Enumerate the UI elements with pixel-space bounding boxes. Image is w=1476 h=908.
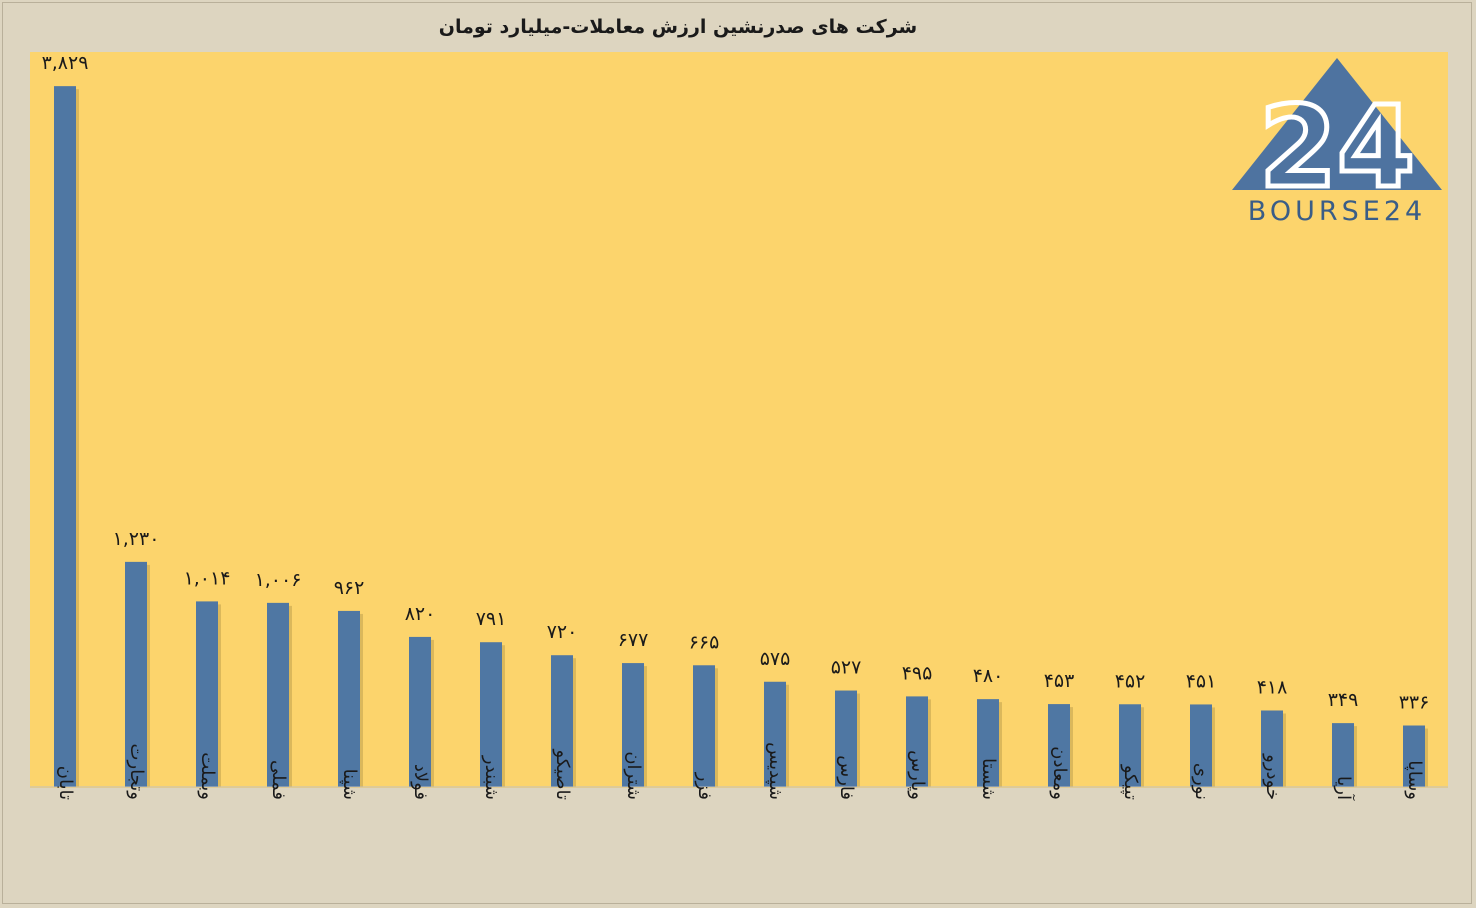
bar-14 bbox=[977, 699, 999, 787]
x-tick-label-12: فارس bbox=[836, 755, 857, 800]
chart-title: شرکت های صدرنشین ارزش معاملات-میلیارد تو… bbox=[438, 16, 918, 38]
data-label-5: ۹۶۲ bbox=[334, 577, 365, 599]
data-label-11: ۵۷۵ bbox=[760, 648, 791, 670]
x-tick-label-10: فزر bbox=[694, 772, 715, 800]
bar-10 bbox=[693, 665, 715, 787]
x-tick-label-4: فملی bbox=[268, 760, 289, 800]
data-label-17: ۴۵۱ bbox=[1186, 670, 1217, 692]
x-tick-label-2: وتجارت bbox=[126, 744, 147, 800]
bar-4 bbox=[267, 602, 289, 787]
x-tick-label-7: شبندر bbox=[481, 755, 502, 800]
x-tick-label-18: خودرو bbox=[1262, 753, 1283, 800]
data-label-15: ۴۵۳ bbox=[1044, 670, 1075, 692]
x-tick-label-16: تپیکو bbox=[1120, 764, 1141, 800]
data-label-10: ۶۶۵ bbox=[689, 631, 720, 653]
logo-text: BOURSE24 bbox=[1247, 196, 1427, 227]
x-tick-label-17: نوری bbox=[1191, 763, 1212, 800]
x-tick-label-20: وساپا bbox=[1404, 760, 1425, 800]
x-tick-label-3: وبملت bbox=[197, 752, 218, 800]
bar-6 bbox=[409, 636, 431, 787]
bar-16 bbox=[1119, 704, 1141, 787]
bar-13 bbox=[906, 696, 928, 787]
bar-7 bbox=[480, 642, 502, 787]
x-tick-label-19: آریا bbox=[1333, 776, 1356, 801]
bar-19 bbox=[1332, 723, 1354, 787]
data-label-20: ۳۳۶ bbox=[1399, 691, 1430, 713]
data-label-3: ۱,۰۱۴ bbox=[184, 567, 231, 589]
data-label-16: ۴۵۲ bbox=[1115, 670, 1146, 692]
bar-18 bbox=[1261, 710, 1283, 787]
data-label-14: ۴۸۰ bbox=[973, 665, 1004, 687]
x-tick-label-15: ومعادن bbox=[1049, 746, 1070, 800]
data-label-1: ۳,۸۲۹ bbox=[42, 52, 89, 74]
x-tick-label-8: تاصیکو bbox=[552, 749, 573, 800]
bar-2 bbox=[125, 561, 147, 787]
x-tick-label-14: شستا bbox=[978, 758, 999, 800]
data-label-2: ۱,۲۳۰ bbox=[113, 528, 160, 550]
data-label-9: ۶۷۷ bbox=[618, 629, 649, 651]
bar-17 bbox=[1190, 704, 1212, 787]
bar-12 bbox=[835, 690, 857, 787]
x-tick-label-11: شپدیس bbox=[765, 742, 786, 800]
data-label-7: ۷۹۱ bbox=[476, 608, 507, 630]
data-label-19: ۳۴۹ bbox=[1328, 689, 1359, 711]
bar-3 bbox=[196, 601, 218, 787]
bar-5 bbox=[338, 610, 360, 787]
bar-9 bbox=[622, 663, 644, 787]
data-label-13: ۴۹۵ bbox=[902, 662, 933, 684]
x-tick-label-9: شتران bbox=[623, 751, 644, 800]
bar-20 bbox=[1403, 725, 1425, 787]
plot-area bbox=[30, 52, 1448, 788]
bar-11 bbox=[764, 681, 786, 787]
x-tick-label-5: شپنا bbox=[339, 769, 360, 800]
bourse24-logo: 24 bbox=[1232, 58, 1442, 216]
data-label-8: ۷۲۰ bbox=[547, 621, 578, 643]
bar-15 bbox=[1048, 704, 1070, 787]
x-tick-label-6: فولاد bbox=[410, 764, 431, 800]
logo-triangle bbox=[1232, 58, 1442, 190]
data-label-18: ۴۱۸ bbox=[1257, 676, 1288, 698]
bar-8 bbox=[551, 655, 573, 787]
data-label-6: ۸۲۰ bbox=[405, 603, 436, 625]
logo-number: 24 bbox=[1259, 83, 1415, 213]
x-tick-label-13: وپارس bbox=[907, 750, 928, 800]
bar-1 bbox=[54, 86, 76, 788]
x-tick-label-1: تابان bbox=[55, 766, 76, 800]
data-label-4: ۱,۰۰۶ bbox=[255, 569, 302, 591]
data-label-12: ۵۲۷ bbox=[831, 657, 862, 679]
